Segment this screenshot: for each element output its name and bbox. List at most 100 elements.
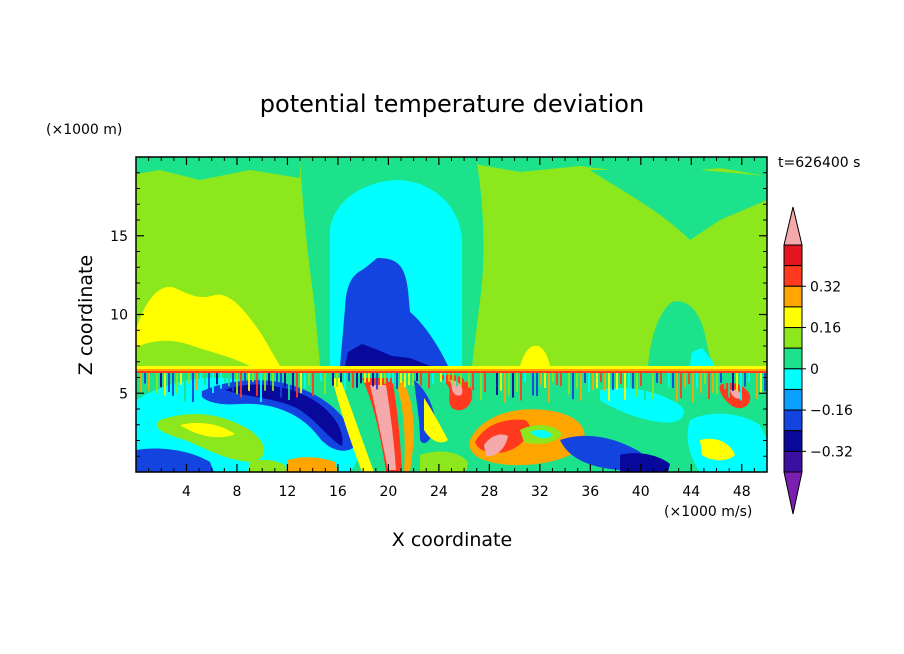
turbulence-stripe [312,373,314,397]
turbulence-stripe [576,373,578,389]
turbulence-stripe [500,373,502,391]
turbulence-stripe [212,373,214,394]
turbulence-stripe [240,373,242,398]
colorbar-segment [783,327,803,349]
turbulence-stripe [372,373,374,387]
lower-right-dark [620,453,670,472]
turbulence-stripe [472,373,474,391]
turbulence-stripe [248,373,250,391]
y-ticks: 5 10 15 [110,172,767,457]
turbulence-stripe [452,373,454,386]
turbulence-stripe [584,373,586,383]
turbulence-stripe [544,373,546,388]
turbulence-stripe [588,373,590,392]
colorbar-bottom-triangle [783,471,803,515]
turbulence-stripe [164,373,166,396]
right-cyan-patch [690,348,714,366]
turbulence-stripe [728,373,730,398]
turbulence-stripe [748,373,750,383]
turbulence-stripe [484,373,486,392]
turbulence-stripe [208,373,210,391]
turbulence-stripe [644,373,646,401]
turbulence-stripe [476,373,478,386]
turbulence-stripe [600,373,602,383]
turbulence-stripe [480,373,482,401]
colorbar-segment [783,306,803,329]
turbulence-stripe [300,373,302,394]
left-warm-inner [136,340,250,366]
turbulence-stripe [460,373,462,387]
turbulence-stripe [392,373,394,384]
hook-yellow [424,398,448,443]
x-tick-label: 32 [531,484,549,500]
turbulence-stripe [156,373,158,394]
y-unit-label: (×1000 m) [46,122,122,138]
bottom-center-green [420,451,468,472]
turbulence-stripe [344,373,346,390]
colorbar: 0.32 0.16 0 −0.16 −0.32 [783,206,853,515]
turbulence-stripe [404,373,406,388]
x-tick-label: 12 [279,484,297,500]
turbulence-stripe [184,373,186,402]
turbulence-stripe [448,373,450,382]
colorbar-label: 0 [810,362,819,378]
turbulence-stripe [380,373,382,386]
eddy-pink [484,434,508,457]
turbulence-stripe [732,373,734,391]
y-tick-label: 15 [110,229,128,245]
turbulence-stripe [756,373,758,399]
turbulence-stripe [416,373,418,382]
inversion-band-red [136,371,767,373]
turbulence-stripe [444,373,446,383]
turbulence-stripe [148,373,150,391]
turbulence-stripe [496,373,498,395]
turbulence-stripe [256,373,258,396]
turbulence-stripe [524,373,526,383]
y-tick-label: 5 [119,386,128,402]
turbulence-stripe [440,373,442,382]
colorbar-label: −0.16 [810,403,853,419]
turbulence-stripe [408,373,410,386]
turbulence-stripe [168,373,170,392]
time-label: t=626400 s [778,155,860,171]
turbulence-stripe [560,373,562,387]
turbulence-stripe [456,373,458,387]
turbulence-stripe [668,373,670,388]
turbulence-stripe [596,373,598,389]
right-edge-yellow [700,438,735,461]
turbulence-stripe [508,373,510,396]
turbulence-stripe [720,373,722,383]
x-axis-label: X coordinate [392,529,512,551]
turbulence-stripe [176,373,178,394]
turbulence-stripe [356,373,358,388]
turbulence-stripe [520,373,522,401]
turbulence-stripe [648,373,650,390]
turbulence-stripe [536,373,538,396]
turbulence-stripe [628,373,630,393]
turbulence-stripe [348,373,350,382]
turbulence-stripe [308,373,310,386]
turbulence-stripe [676,373,678,402]
turbulence-stripe [424,373,426,385]
turbulence-stripe [512,373,514,398]
turbulence-stripe [140,373,142,392]
turbulence-stripe [316,373,318,387]
x-tick-label: 40 [632,484,650,500]
turbulence-stripe [548,373,550,403]
chart-title: potential temperature deviation [260,90,644,118]
turbulence-stripe [708,373,710,400]
turbulence-stripe [564,373,566,388]
x-tick-label: 36 [581,484,599,500]
turbulence-stripe [556,373,558,386]
turbulence-stripe [432,373,434,384]
plume-blue [340,258,448,366]
turbulence-stripe [364,373,366,383]
turbulence-stripe [252,373,254,383]
upper-right-negative-bulge [590,170,767,240]
turbulence-stripe [764,373,766,392]
colorbar-label: 0.32 [810,279,841,295]
turbulence-stripe [488,373,490,399]
turbulence-stripe [376,373,378,390]
turbulence-stripe [340,373,342,383]
turbulence-stripe [688,373,690,384]
